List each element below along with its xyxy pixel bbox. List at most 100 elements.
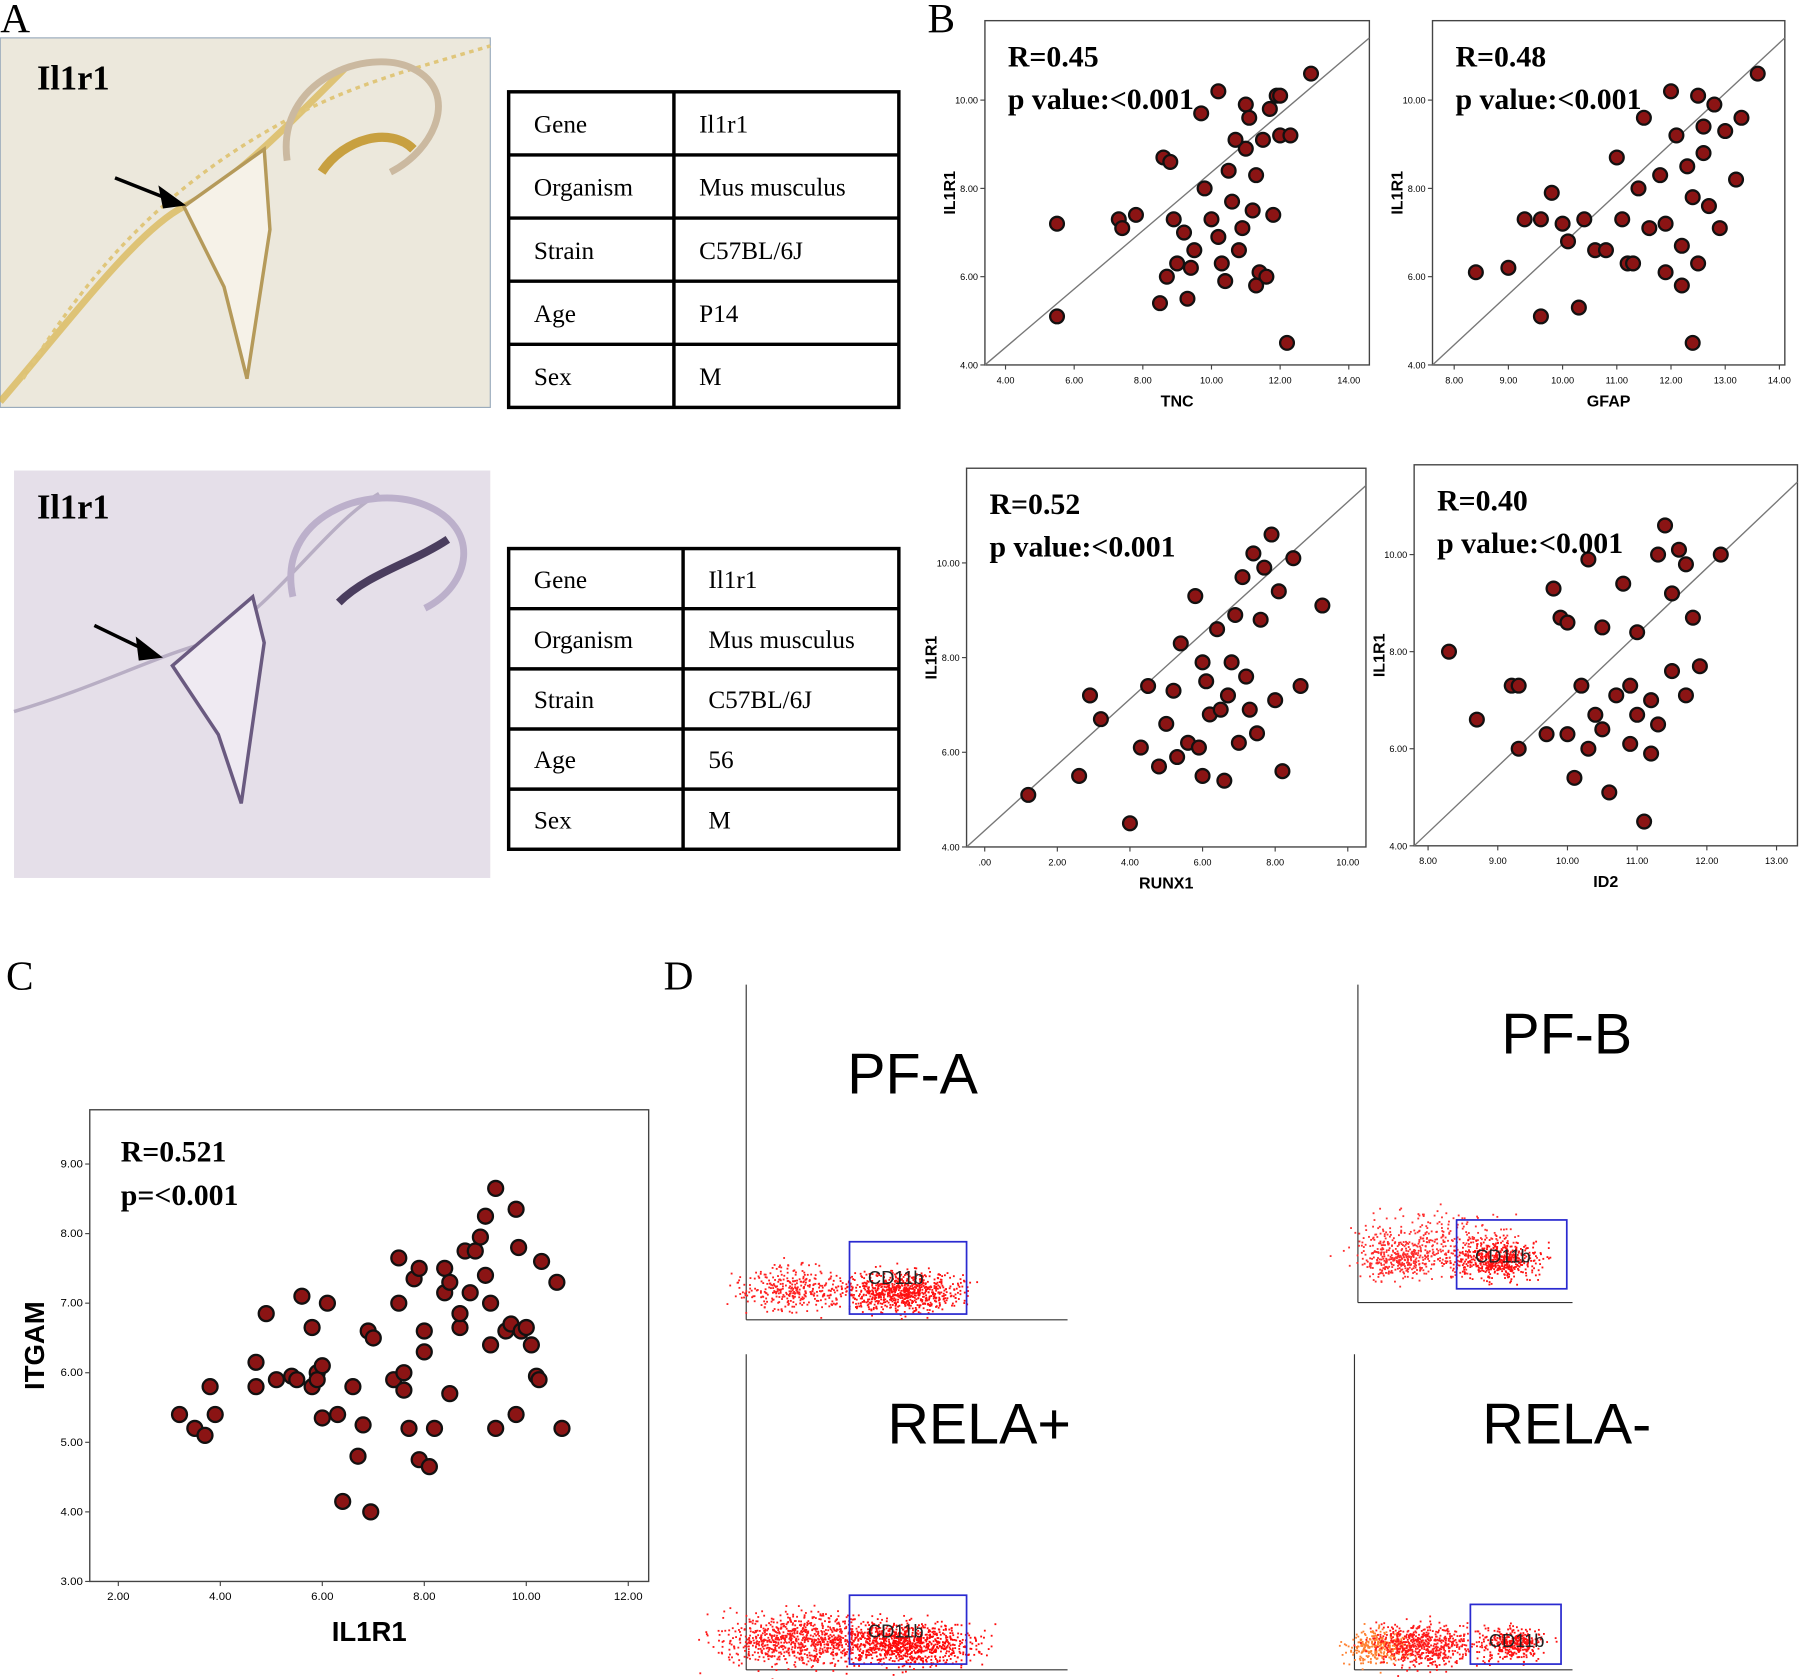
event-dot (1489, 1651, 1492, 1654)
event-dot (738, 1279, 741, 1282)
event-dot (788, 1290, 791, 1293)
data-point (1684, 609, 1701, 626)
event-dot (871, 1297, 874, 1300)
event-dot (1347, 1645, 1350, 1648)
event-dot (1485, 1269, 1488, 1272)
event-dot (1521, 1260, 1524, 1263)
event-dot (947, 1641, 949, 1643)
event-dot (779, 1279, 782, 1282)
event-dot (785, 1636, 788, 1639)
event-dot (899, 1641, 902, 1644)
event-dot (894, 1275, 897, 1278)
event-dot (1477, 1270, 1480, 1273)
event-dot (909, 1665, 911, 1668)
event-dot (910, 1655, 913, 1658)
event-dot (1394, 1252, 1397, 1255)
event-dot (910, 1287, 913, 1290)
event-dot (763, 1273, 766, 1276)
event-dot (1444, 1245, 1447, 1248)
event-dot (1400, 1263, 1402, 1266)
event-dot (1512, 1271, 1515, 1274)
event-dot (1467, 1245, 1470, 1248)
event-dot (1380, 1244, 1383, 1247)
event-dot (910, 1626, 913, 1629)
event-dot (838, 1641, 841, 1644)
event-dot (1423, 1272, 1426, 1275)
table-cell: Il1r1 (708, 567, 757, 594)
event-dot (1439, 1248, 1442, 1251)
event-dot (930, 1662, 933, 1664)
event-dot (809, 1657, 812, 1660)
event-dot (1383, 1255, 1386, 1258)
event-dot (918, 1624, 920, 1627)
event-dot (1398, 1261, 1401, 1264)
event-dot (942, 1629, 945, 1631)
event-dot (1388, 1258, 1391, 1261)
y-tick-label: 6.00 (1408, 272, 1426, 282)
event-dot (756, 1640, 758, 1643)
event-dot (1375, 1638, 1378, 1641)
annotation: p value:<0.001 (1455, 83, 1641, 116)
event-dot (902, 1289, 905, 1292)
event-dot (938, 1296, 941, 1299)
event-dot (882, 1299, 885, 1301)
event-dot (1480, 1254, 1483, 1257)
event-dot (790, 1290, 792, 1293)
data-point (293, 1287, 311, 1305)
event-dot (811, 1628, 814, 1631)
event-dot (768, 1286, 771, 1289)
event-dot (1510, 1245, 1513, 1248)
event-dot (771, 1639, 774, 1641)
event-dot (1403, 1256, 1405, 1259)
event-dot (968, 1653, 970, 1656)
event-dot (917, 1311, 920, 1314)
event-dot (853, 1279, 856, 1281)
event-dot (897, 1653, 900, 1656)
data-point (257, 1305, 275, 1323)
x-tick-label: 8.00 (1445, 375, 1463, 385)
event-dot (942, 1295, 945, 1297)
event-dot (908, 1640, 910, 1643)
event-dot (774, 1285, 777, 1288)
event-dot (1404, 1243, 1407, 1246)
event-dot (1448, 1220, 1450, 1223)
event-dot (1348, 1246, 1351, 1249)
event-dot (870, 1648, 873, 1651)
event-dot (821, 1637, 824, 1640)
event-dot (774, 1644, 776, 1647)
event-dot (925, 1638, 928, 1641)
event-dot (755, 1289, 758, 1292)
event-dot (883, 1642, 886, 1645)
event-dot (895, 1655, 897, 1658)
event-dot (815, 1670, 818, 1672)
event-dot (948, 1628, 951, 1631)
event-dot (777, 1636, 779, 1639)
event-dot (1454, 1254, 1457, 1257)
event-dot (921, 1278, 924, 1281)
event-dot (935, 1632, 938, 1635)
data-point (1252, 611, 1269, 628)
event-dot (908, 1639, 911, 1642)
event-dot (1373, 1632, 1375, 1635)
event-dot (937, 1273, 940, 1276)
event-dot (1436, 1242, 1439, 1245)
event-dot (789, 1619, 792, 1621)
event-dot (1372, 1237, 1374, 1240)
event-dot (871, 1651, 874, 1654)
event-dot (814, 1263, 817, 1266)
event-dot (855, 1302, 857, 1305)
event-dot (915, 1301, 917, 1304)
event-dot (722, 1616, 725, 1619)
event-dot (880, 1292, 883, 1295)
event-dot (770, 1637, 773, 1639)
x-axis-label: ID2 (1593, 873, 1618, 891)
event-dot (939, 1274, 942, 1276)
event-dot (937, 1641, 940, 1644)
event-dot (1424, 1245, 1427, 1247)
event-dot (1369, 1264, 1372, 1267)
event-dot (804, 1648, 806, 1651)
event-dot (1407, 1268, 1410, 1270)
event-dot (1465, 1268, 1468, 1271)
data-point (1020, 786, 1037, 803)
data-point (1187, 588, 1204, 605)
